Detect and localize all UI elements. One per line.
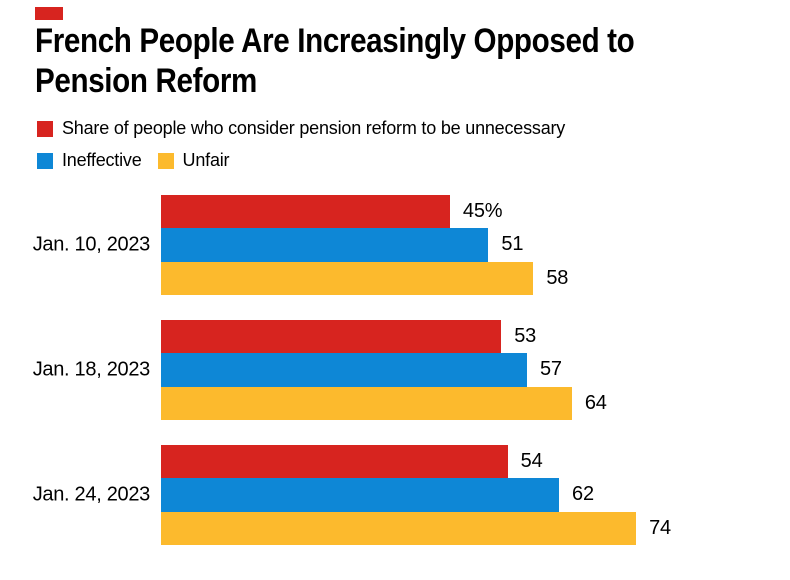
bar-unfair	[161, 261, 534, 295]
bar-row: 74	[161, 511, 671, 545]
value-label: 54	[520, 450, 543, 473]
value-label: 58	[546, 266, 569, 289]
bar-rows: 53 57 64	[161, 320, 607, 420]
bar-row: 64	[161, 386, 607, 420]
legend-swatch-ineffective	[37, 152, 53, 169]
legend-label-unfair: Unfair	[182, 150, 230, 170]
chart-title-line1: French People Are Increasingly Opposed t…	[35, 22, 635, 60]
bar-unnecessary	[161, 320, 502, 354]
value-label: 45%	[462, 200, 503, 223]
bar-row: 45%	[161, 195, 568, 229]
value-label: 62	[572, 483, 594, 506]
legend-swatch-unnecessary	[37, 120, 53, 137]
bar-rows: 54 62 74	[161, 445, 671, 545]
bar-ineffective	[161, 478, 560, 512]
bar-ineffective	[161, 353, 527, 387]
bar-row: 58	[161, 261, 569, 295]
legend-label-unnecessary: Share of people who consider pension ref…	[62, 118, 566, 138]
category-label: Jan. 18, 2023	[32, 358, 151, 381]
bar-ineffective	[161, 228, 489, 262]
chart-title-line2: Pension Reform	[35, 62, 257, 100]
bar-row: 54	[161, 445, 671, 479]
bar-unfair	[161, 511, 637, 545]
bar-group: Jan. 18, 2023 53 57 64	[0, 320, 790, 420]
bar-group: Jan. 24, 2023 54 62 74	[0, 445, 790, 545]
category-label: Jan. 10, 2023	[32, 233, 151, 256]
bar-row: 62	[161, 478, 671, 512]
legend-swatch-unfair	[157, 152, 174, 169]
legend-label-ineffective: Ineffective	[62, 150, 142, 170]
bar-chart: Jan. 10, 2023 45% 51 58 Jan. 18, 2023 53 57 64 J…	[0, 195, 790, 550]
value-label: 53	[514, 325, 537, 348]
bar-rows: 45% 51 58	[161, 195, 568, 295]
bar-row: 53	[161, 320, 607, 354]
bar-row: 57	[161, 353, 607, 387]
bar-unnecessary	[161, 195, 450, 229]
value-label: 51	[501, 233, 524, 256]
brand-accent-tag	[35, 7, 63, 20]
bar-row: 51	[161, 228, 568, 262]
bar-group: Jan. 10, 2023 45% 51 58	[0, 195, 790, 295]
bar-unnecessary	[161, 445, 508, 479]
value-label: 64	[584, 391, 607, 414]
value-label: 74	[649, 516, 671, 539]
legend-row-2: Ineffective Unfair	[37, 150, 565, 171]
chart-title: French People Are Increasingly Opposed t…	[35, 21, 635, 101]
bar-unfair	[161, 386, 572, 420]
value-label: 57	[539, 358, 562, 381]
category-label: Jan. 24, 2023	[32, 483, 151, 506]
legend: Share of people who consider pension ref…	[37, 118, 565, 182]
legend-row-1: Share of people who consider pension ref…	[37, 118, 565, 139]
